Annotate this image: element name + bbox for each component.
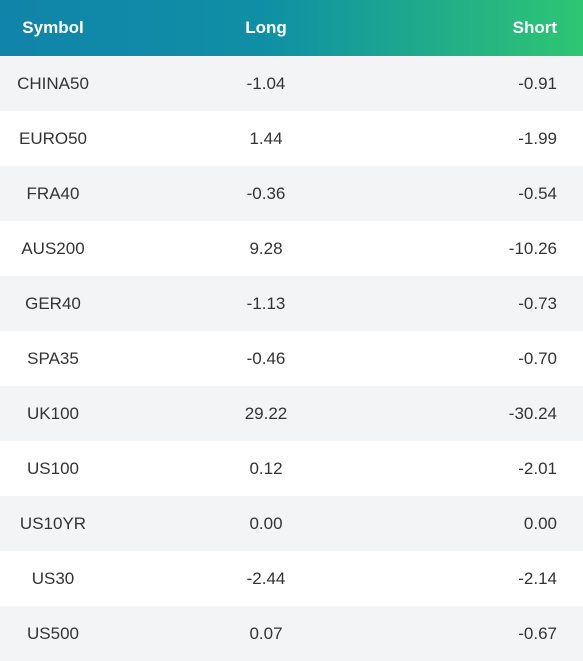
short-cell: -1.99 <box>518 128 557 148</box>
long-cell: -2.44 <box>246 568 286 588</box>
table-row: US500 0.07 -0.67 <box>0 606 583 661</box>
symbol-cell: US500 <box>27 623 79 643</box>
table-row: FRA40 -0.36 -0.54 <box>0 166 583 221</box>
long-cell: 1.44 <box>249 128 283 148</box>
long-cell: -1.13 <box>246 293 286 313</box>
table-row: US30 -2.44 -2.14 <box>0 551 583 606</box>
short-cell: -0.70 <box>518 348 557 368</box>
symbol-cell: US10YR <box>19 513 87 533</box>
header-cell[interactable]: Symbol <box>22 18 84 37</box>
long-cell: 0.07 <box>249 623 283 643</box>
table-row: UK100 29.22 -30.24 <box>0 386 583 441</box>
table-row: CHINA50 -1.04 -0.91 <box>0 56 583 111</box>
short-cell: -10.26 <box>508 238 557 258</box>
symbol-cell: FRA40 <box>26 183 80 203</box>
symbol-cell: CHINA50 <box>17 73 89 93</box>
symbol-cell: SPA35 <box>27 348 79 368</box>
header-cell[interactable]: Long <box>245 18 287 37</box>
table-row: AUS200 9.28 -10.26 <box>0 221 583 276</box>
short-cell: -30.24 <box>508 403 557 423</box>
table-header: Symbol Long Short <box>0 0 583 56</box>
long-cell: -0.46 <box>246 348 286 368</box>
table-row: US10YR 0.00 0.00 <box>0 496 583 551</box>
long-cell: -0.36 <box>246 183 286 203</box>
short-cell: -0.54 <box>518 183 557 203</box>
symbol-cell: EURO50 <box>18 128 88 148</box>
short-cell: -2.14 <box>518 568 557 588</box>
symbol-cell: GER40 <box>25 293 81 313</box>
table-row: GER40 -1.13 -0.73 <box>0 276 583 331</box>
short-cell: -0.73 <box>518 293 557 313</box>
long-cell: 29.22 <box>244 403 288 423</box>
short-cell: -0.91 <box>518 73 557 93</box>
symbol-cell: US100 <box>27 458 79 478</box>
short-cell: -2.01 <box>518 458 557 478</box>
table-row: SPA35 -0.46 -0.70 <box>0 331 583 386</box>
table-row: US100 0.12 -2.01 <box>0 441 583 496</box>
short-cell: 0.00 <box>523 513 557 533</box>
symbol-cell: AUS200 <box>21 238 85 258</box>
long-cell: -1.04 <box>246 73 286 93</box>
symbol-cell: UK100 <box>27 403 79 423</box>
header-cell[interactable]: Short <box>512 18 557 37</box>
symbol-cell: US30 <box>31 568 75 588</box>
long-cell: 0.12 <box>249 458 283 478</box>
short-cell: -0.67 <box>518 623 557 643</box>
long-cell: 9.28 <box>249 238 283 258</box>
table-row: EURO50 1.44 -1.99 <box>0 111 583 166</box>
long-cell: 0.00 <box>249 513 283 533</box>
